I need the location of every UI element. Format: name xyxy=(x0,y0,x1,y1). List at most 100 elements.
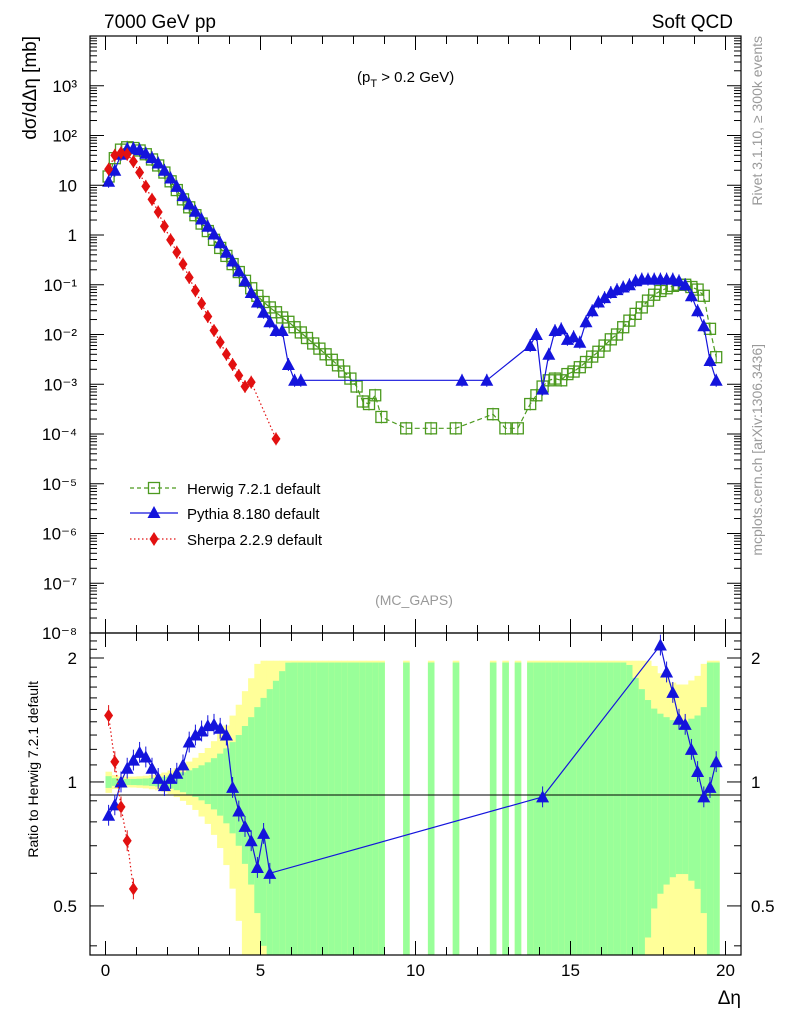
band-inner-bin xyxy=(452,662,460,955)
band-inner-bin xyxy=(570,662,578,955)
legend-label-herwig: Herwig 7.2.1 default xyxy=(187,481,321,498)
band-inner-bin xyxy=(124,778,131,785)
ratio-point xyxy=(164,771,178,784)
ratio-point xyxy=(126,753,140,766)
band-inner-bin xyxy=(297,662,305,955)
data-point xyxy=(170,179,184,192)
data-point xyxy=(678,278,692,291)
band-inner-bin xyxy=(303,662,311,955)
y-tick-label: 10 xyxy=(58,176,77,195)
data-point xyxy=(697,319,711,332)
band-inner-bin xyxy=(669,720,677,878)
band-inner-bin xyxy=(632,677,640,955)
band-inner-bin xyxy=(620,662,627,955)
band-inner-bin xyxy=(285,662,292,955)
data-point xyxy=(703,354,717,367)
ratio-series-layer xyxy=(102,634,723,900)
data-point xyxy=(424,422,438,435)
data-point xyxy=(554,322,568,335)
y-tick-label: 10² xyxy=(52,127,77,146)
data-point xyxy=(585,304,599,317)
data-point xyxy=(195,212,209,225)
legend-label-sherpa: Sherpa 2.2.9 default xyxy=(187,532,323,549)
data-point xyxy=(548,372,562,385)
ratio-point xyxy=(182,735,196,748)
mcplots-reference-label: mcplots.cern.ch [arXiv:1306.3436] xyxy=(749,344,765,556)
data-point xyxy=(567,365,580,378)
band-inner-bin xyxy=(105,776,113,788)
band-inner-bin xyxy=(310,662,317,955)
ratio-point xyxy=(102,808,116,821)
band-inner-bin xyxy=(613,662,621,955)
data-point xyxy=(263,315,277,328)
ratio-point xyxy=(263,866,277,879)
x-tick-label: 5 xyxy=(256,961,265,980)
data-point xyxy=(356,395,369,408)
ratio-point xyxy=(176,758,190,771)
band-inner-bin xyxy=(582,662,590,955)
ratio-y-tick-label: 0.5 xyxy=(53,897,77,916)
y-tick-label: 10⁻³ xyxy=(43,375,77,394)
ratio-point xyxy=(684,742,698,755)
band-inner-bin xyxy=(260,697,268,946)
legend-marker-open-square xyxy=(147,481,161,495)
band-inner-bin xyxy=(527,662,534,955)
data-point xyxy=(164,171,178,184)
ratio-point xyxy=(653,638,667,651)
data-point xyxy=(369,389,382,402)
data-point xyxy=(529,328,543,340)
band-inner-bin xyxy=(403,662,410,955)
data-point xyxy=(238,274,252,287)
data-point xyxy=(281,357,295,370)
y-tick-label: 10⁻¹ xyxy=(43,276,77,295)
band-inner-bin xyxy=(502,662,509,955)
ratio-y-tick-label: 2 xyxy=(68,649,77,668)
data-point xyxy=(190,284,200,298)
ratio-point xyxy=(110,755,120,769)
band-inner-bin xyxy=(638,689,646,955)
data-point xyxy=(197,296,207,310)
data-point xyxy=(400,422,413,435)
band-inner-bin xyxy=(186,770,193,795)
band-inner-bin xyxy=(272,680,280,955)
data-point xyxy=(672,274,686,287)
ratio-point xyxy=(120,761,134,774)
data-point xyxy=(586,350,599,363)
data-point xyxy=(209,324,219,338)
ratio-point xyxy=(207,717,221,730)
band-inner-bin xyxy=(564,662,571,955)
data-point xyxy=(610,328,624,341)
data-point xyxy=(133,143,147,156)
data-point xyxy=(604,333,617,346)
y-tick-label: 1 xyxy=(68,226,77,245)
ratio-y-tick-label-right: 2 xyxy=(751,649,760,668)
ratio-y-tick-label-right: 0.5 xyxy=(751,897,775,916)
ratio-point xyxy=(697,790,711,803)
band-inner-bin xyxy=(372,662,379,955)
data-point xyxy=(232,264,246,277)
ratio-point xyxy=(709,755,723,768)
x-axis-label: Δη xyxy=(718,988,741,1009)
band-inner-bin xyxy=(657,713,664,894)
ratio-y-tick-label-right: 1 xyxy=(751,773,760,792)
ratio-point xyxy=(660,665,674,678)
data-point xyxy=(691,283,704,296)
ratio-point xyxy=(672,712,686,725)
band-inner-bin xyxy=(607,662,615,955)
band-inner-bin xyxy=(545,662,553,955)
pt-cut-annotation: (pT > 0.2 GeV) xyxy=(357,69,454,90)
data-point xyxy=(215,335,225,349)
band-inner-bin xyxy=(223,748,230,824)
band-inner-bin xyxy=(254,707,261,914)
data-point xyxy=(203,310,213,324)
data-point xyxy=(122,147,132,161)
y-tick-label: 10⁻⁴ xyxy=(42,425,77,444)
ratio-point xyxy=(195,724,209,737)
data-point xyxy=(573,335,587,348)
data-point xyxy=(157,163,171,176)
data-point xyxy=(178,257,188,271)
data-point xyxy=(536,382,550,395)
data-point xyxy=(108,163,122,176)
ratio-point xyxy=(703,780,717,793)
ratio-point xyxy=(691,765,705,778)
